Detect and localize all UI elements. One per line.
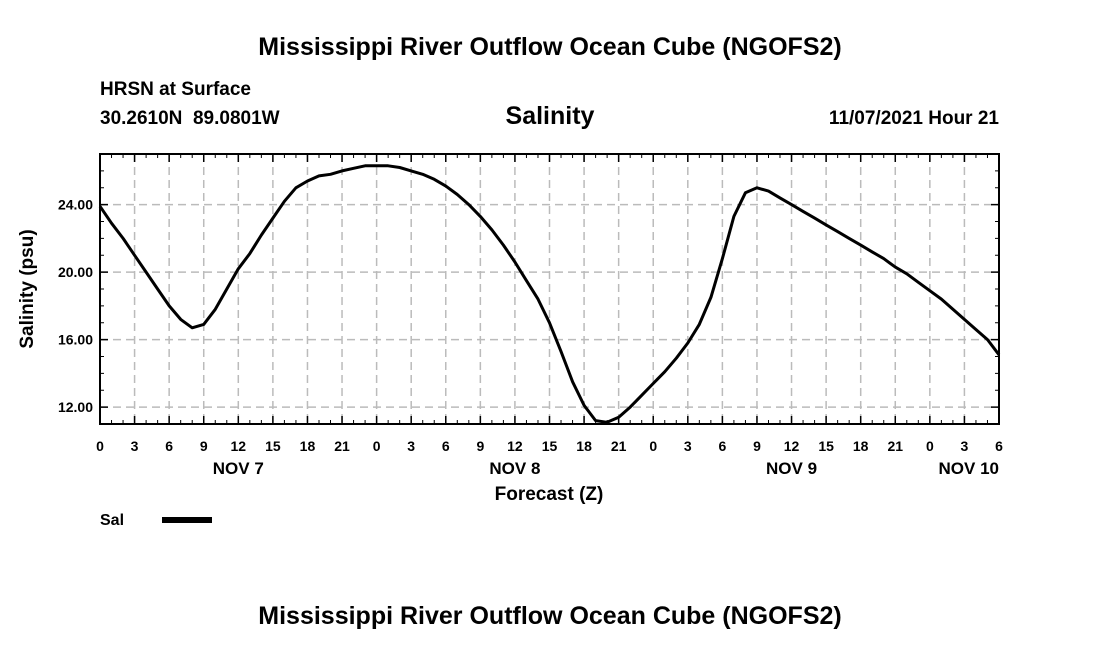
x-tick-label: 6 [442, 438, 450, 454]
x-tick-label: 15 [542, 438, 558, 454]
y-tick-labels: 12.00 16.00 20.00 24.00 [58, 197, 93, 416]
x-tick-labels: 0 3 6 9 12 15 18 21 0 3 6 9 12 15 18 21 0 3 6 9 12 15 18 21 0 3 6 [96, 438, 1003, 454]
x-tick-label: 3 [407, 438, 415, 454]
x-tick-label: 18 [853, 438, 869, 454]
date-labels: NOV 7 NOV 8 NOV 9 NOV 10 [213, 459, 999, 478]
x-tick-label: 18 [576, 438, 592, 454]
grid-lines [100, 154, 999, 424]
x-tick-label: 9 [753, 438, 761, 454]
x-tick-label: 6 [718, 438, 726, 454]
x-tick-label: 3 [131, 438, 139, 454]
y-tick-label: 16.00 [58, 332, 93, 348]
legend-label-sal: Sal [100, 512, 124, 529]
date-label: NOV 9 [766, 459, 817, 478]
x-tick-label: 0 [926, 438, 934, 454]
x-tick-label: 15 [265, 438, 281, 454]
x-tick-label: 21 [334, 438, 350, 454]
date-label: NOV 8 [489, 459, 540, 478]
coordinates-label: 30.2610N 89.0801W [100, 108, 280, 129]
main-title: Mississippi River Outflow Ocean Cube (NG… [258, 33, 841, 61]
footer-title: Mississippi River Outflow Ocean Cube (NG… [258, 602, 841, 630]
x-tick-label: 6 [995, 438, 1003, 454]
datetime-label: 11/07/2021 Hour 21 [829, 108, 999, 129]
x-tick-label: 3 [961, 438, 969, 454]
x-tick-label: 12 [507, 438, 523, 454]
y-tick-label: 12.00 [58, 399, 93, 415]
plot-frame [99, 153, 1000, 425]
x-tick-label: 9 [200, 438, 208, 454]
x-tick-label: 3 [684, 438, 692, 454]
x-tick-label: 12 [231, 438, 247, 454]
x-tick-label: 15 [818, 438, 834, 454]
y-axis-label: Salinity (psu) [17, 229, 38, 348]
x-tick-label: 9 [476, 438, 484, 454]
x-tick-label: 0 [96, 438, 104, 454]
y-tick-label: 20.00 [58, 264, 93, 280]
station-label: HRSN at Surface [100, 79, 251, 100]
x-tick-label: 21 [611, 438, 627, 454]
x-tick-label: 6 [165, 438, 173, 454]
x-tick-label: 12 [784, 438, 800, 454]
y-tick-label: 24.00 [58, 197, 93, 213]
x-axis-label: Forecast (Z) [495, 484, 604, 505]
x-tick-label: 0 [373, 438, 381, 454]
x-tick-label: 18 [300, 438, 316, 454]
x-tick-label: 0 [649, 438, 657, 454]
plot-title: Salinity [506, 102, 595, 130]
series-line-sal [98, 164, 1001, 424]
x-tick-label: 21 [887, 438, 903, 454]
date-label: NOV 10 [939, 459, 999, 478]
date-label: NOV 7 [213, 459, 264, 478]
